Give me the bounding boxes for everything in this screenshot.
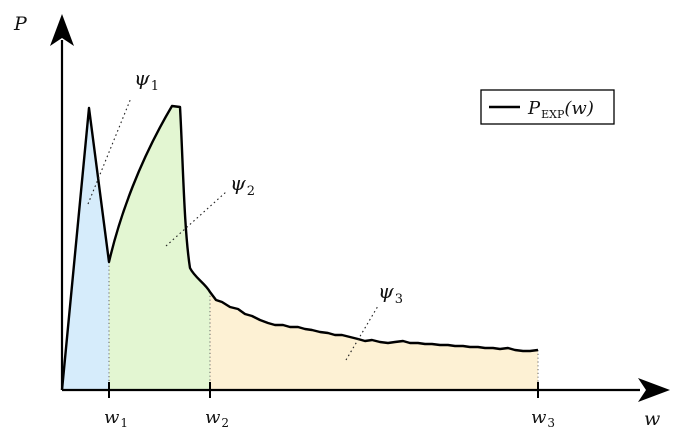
region-label-psi3: ψ3 — [378, 279, 403, 307]
y-axis-label: P — [13, 13, 28, 35]
tick-label-w2: w2 — [205, 407, 229, 428]
region-psi3-fill — [210, 292, 538, 390]
leader-psi3 — [345, 305, 379, 361]
x-axis-label: w — [644, 408, 660, 428]
leader-psi1 — [87, 97, 132, 205]
x-axis-arrowhead — [638, 378, 670, 402]
y-axis-arrowhead — [50, 14, 74, 46]
legend: PEXP(w) — [480, 89, 615, 125]
region-label-psi2: ψ2 — [230, 171, 255, 199]
region-label-psi1: ψ1 — [134, 66, 159, 94]
region-psi2-fill — [109, 106, 210, 390]
pexp-curve — [60, 104, 539, 391]
tick-label-w3: w3 — [531, 407, 555, 428]
legend-label: PEXP(w) — [527, 98, 594, 121]
tick-label-w1: w1 — [104, 407, 128, 428]
